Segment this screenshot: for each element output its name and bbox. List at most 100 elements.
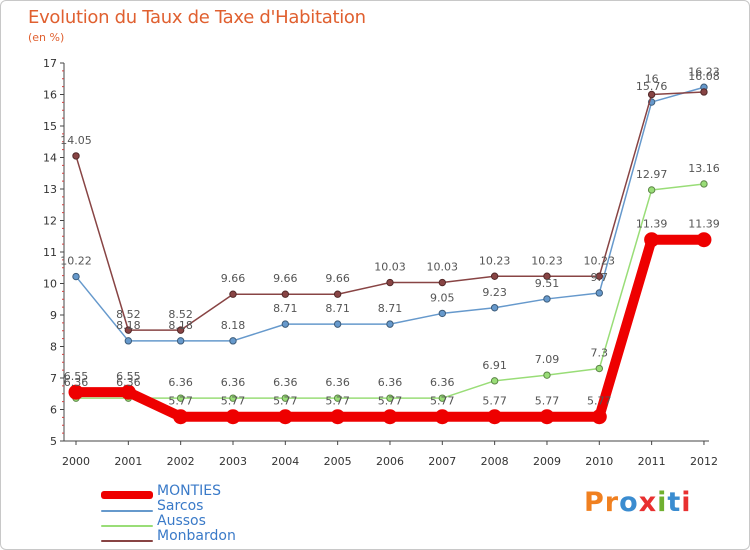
data-point-monties	[277, 409, 293, 425]
brand-letter: i	[681, 487, 692, 518]
y-tick-label: 15	[43, 120, 57, 133]
data-label-sarcos: 9.7	[591, 271, 609, 284]
data-label-monties: 5.77	[378, 395, 403, 408]
brand-letter: i	[657, 487, 668, 518]
x-tick-label: 2006	[376, 455, 404, 468]
data-point-monties	[225, 409, 241, 425]
data-label-monbardon: 8.52	[116, 308, 141, 321]
brand-letter: r	[604, 487, 620, 518]
data-label-monbardon: 10.23	[479, 254, 511, 267]
data-point-monties	[434, 409, 450, 425]
chart-unit: (en %)	[28, 31, 65, 44]
data-point-monties	[591, 409, 607, 425]
data-point-sarcos	[333, 320, 342, 328]
data-point-monbardon	[176, 326, 185, 334]
data-label-monties: 11.39	[636, 218, 668, 231]
data-label-monties: 5.77	[221, 395, 246, 408]
x-tick-label: 2001	[114, 455, 142, 468]
x-tick-label: 2002	[167, 455, 195, 468]
data-label-aussos: 13.16	[688, 162, 720, 175]
data-label-aussos: 6.36	[325, 376, 350, 389]
data-label-monbardon: 10.03	[374, 261, 406, 274]
x-tick-label: 2004	[271, 455, 299, 468]
data-point-aussos	[281, 394, 290, 402]
data-label-sarcos: 8.18	[221, 319, 246, 332]
data-point-aussos	[176, 394, 185, 402]
data-label-monbardon: 9.66	[273, 272, 298, 285]
data-label-monbardon: 9.66	[221, 272, 246, 285]
data-label-sarcos: 9.51	[535, 277, 560, 290]
data-point-monties	[173, 409, 189, 425]
data-point-sarcos	[124, 337, 133, 345]
brand-letter: P	[584, 487, 605, 518]
data-point-monties	[68, 384, 84, 400]
brand-letter: t	[667, 487, 682, 518]
y-tick-label: 13	[43, 183, 57, 196]
data-label-aussos: 6.36	[116, 376, 141, 389]
data-label-aussos: 6.36	[64, 376, 89, 389]
x-tick-label: 2007	[428, 455, 456, 468]
data-point-monbardon	[438, 278, 447, 287]
data-point-aussos	[700, 180, 708, 188]
y-tick-label: 16	[43, 89, 57, 102]
legend-swatch	[101, 491, 153, 499]
data-point-monties	[644, 232, 660, 248]
data-point-sarcos	[229, 337, 237, 345]
brand-logo: Proxiti	[584, 487, 692, 518]
data-label-monbardon: 10.23	[584, 254, 616, 267]
legend-swatch	[101, 540, 153, 542]
data-point-monbardon	[386, 278, 394, 287]
data-point-aussos	[647, 186, 656, 194]
x-tick-label: 2012	[690, 455, 718, 468]
brand-letter: x	[638, 487, 658, 518]
data-label-monbardon: 16.08	[688, 70, 720, 83]
y-tick-label: 10	[43, 278, 57, 291]
data-label-monbardon: 8.52	[168, 308, 193, 321]
data-label-monties: 6.55	[64, 370, 89, 383]
y-tick-label: 7	[50, 372, 57, 385]
x-tick-label: 2003	[219, 455, 247, 468]
data-point-aussos	[229, 394, 237, 402]
data-label-sarcos: 8.18	[116, 319, 141, 332]
data-label-monbardon: 14.05	[60, 134, 92, 147]
data-point-monties	[120, 384, 136, 400]
legend-label: Sarcos	[157, 498, 204, 514]
data-point-aussos	[595, 364, 603, 373]
data-label-aussos: 6.36	[221, 376, 246, 389]
data-point-monties	[539, 409, 555, 425]
data-point-monties	[330, 409, 346, 425]
data-label-sarcos: 8.71	[378, 302, 403, 315]
data-label-aussos: 6.36	[273, 376, 298, 389]
legend-label: Monbardon	[157, 528, 236, 544]
data-point-sarcos	[595, 289, 603, 297]
x-tick-label: 2009	[533, 455, 561, 468]
y-tick-label: 6	[50, 404, 57, 417]
y-tick-label: 12	[43, 215, 57, 228]
legend-label: MONTIES	[157, 483, 221, 499]
data-label-monties: 5.77	[273, 395, 298, 408]
y-tick-label: 11	[43, 246, 57, 259]
legend-swatch	[101, 510, 153, 512]
y-tick-label: 17	[43, 57, 57, 70]
data-point-monbardon	[490, 272, 499, 280]
data-point-sarcos	[281, 320, 290, 328]
data-point-monties	[382, 409, 398, 425]
data-point-monbardon	[229, 290, 237, 298]
x-tick-label: 2005	[324, 455, 352, 468]
data-point-sarcos	[438, 309, 447, 318]
data-label-monties: 5.77	[168, 395, 193, 408]
chart-axes: 5 6 7 8 9 10 11 12 13 14 15 16 17 2000 2001 2002 2003 200…	[43, 57, 718, 468]
data-point-monbardon	[595, 272, 603, 280]
data-label-aussos: 6.36	[168, 376, 193, 389]
data-point-sarcos	[176, 337, 185, 345]
y-tick-label: 5	[50, 435, 57, 448]
data-point-monbardon	[281, 290, 290, 298]
legend-swatch	[101, 525, 153, 527]
x-tick-label: 2011	[638, 455, 666, 468]
data-point-aussos	[543, 371, 551, 379]
chart-title: Evolution du Taux de Taxe d'Habitation	[28, 7, 366, 28]
data-point-monties	[487, 409, 503, 425]
data-point-monbardon	[333, 290, 342, 298]
series-line-monbardon	[75, 91, 705, 331]
